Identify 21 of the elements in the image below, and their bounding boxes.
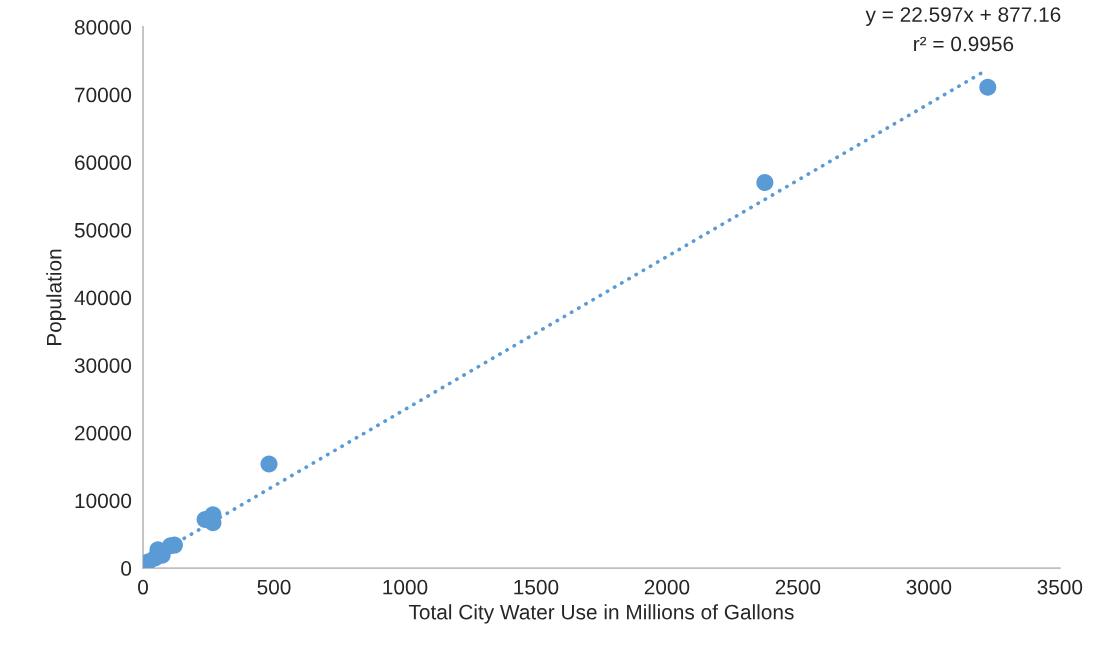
x-tick-label: 500 [257, 579, 291, 595]
x-tick-label: 3500 [1037, 579, 1083, 595]
y-tick-label: 80000 [74, 19, 132, 35]
y-tick-label: 30000 [74, 358, 132, 373]
y-tick-label: 40000 [74, 290, 132, 306]
y-tick-label: 50000 [74, 222, 132, 238]
y-tick-label: 60000 [75, 155, 132, 171]
x-tick-label: 3000 [906, 579, 952, 595]
y-tick-label: 20000 [75, 425, 132, 441]
x-tick-label: 2500 [775, 579, 821, 595]
y-tick-label: 70000 [75, 87, 132, 103]
x-tick-label: 2000 [644, 579, 690, 595]
x-tick-label: 0 [138, 579, 149, 595]
text: y = 22.597x + 877.16 [865, 7, 1061, 27]
y-axis-title: Population [46, 249, 66, 346]
x-tick-label: 1500 [514, 579, 559, 595]
y-tick-label: 0 [121, 561, 132, 576]
annotation: r² = 0.9956 [914, 36, 1014, 52]
x-tick-label: 1000 [383, 579, 428, 595]
y-tick-label: 10000 [75, 493, 132, 509]
x-axis-title: Total City Water Use in Millions of Gallons [408, 604, 794, 624]
